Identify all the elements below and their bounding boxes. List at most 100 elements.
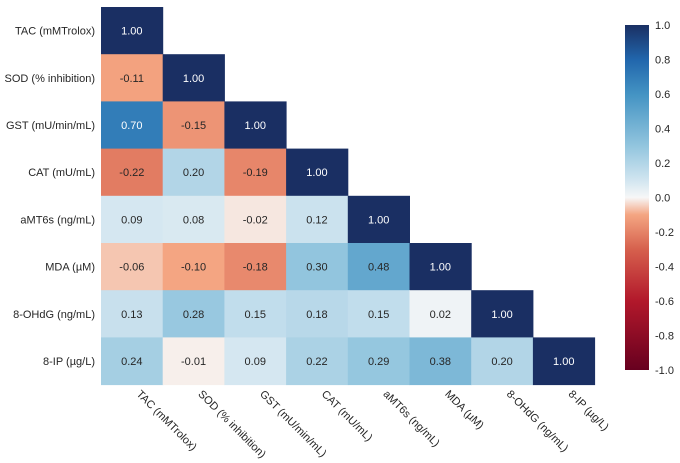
cell-value-label: 1.00 [553,356,574,368]
cell-value-label: 0.08 [183,214,204,226]
cell-value-label: 1.00 [183,73,204,85]
cell-value-label: 0.28 [183,309,204,321]
cell-value-label: 1.00 [245,120,266,132]
heatmap-cell [162,148,225,197]
cell-value-label: -0.02 [243,214,268,226]
column-label: aMT6s (ng/mL) [381,388,442,449]
heatmap-cell [286,148,349,197]
cell-value-label: 0.20 [183,167,204,179]
cell-value-label: 0.30 [306,262,327,274]
row-label: aMT6s (ng/mL) [20,214,95,226]
heatmap-cell [162,337,225,386]
heatmap-cell [224,243,287,291]
heatmap-cell [101,7,164,55]
colorbar-tick-label: -0.2 [655,227,674,239]
row-labels: TAC (mMTrolox) SOD (% inhibition) GST (mU/… [5,26,95,368]
cell-value-label: 0.29 [368,356,389,368]
heatmap-cell [286,337,349,386]
heatmap-cell [101,101,164,150]
colorbar-tick-label: 0.8 [655,55,670,67]
colorbar-tick-label: -0.8 [655,331,674,343]
heatmap-cell [409,290,472,338]
colorbar-gradient [625,25,649,370]
heatmap-cell [347,195,410,244]
heatmap-cell [224,195,287,244]
colorbar: 1.0 0.8 0.6 0.4 0.2 0.0 -0.2 -0.4 -0.6 -0.8 -1.0 [625,20,674,377]
heatmap-cell [532,337,596,386]
row-label: GST (mU/min/mL) [6,120,95,132]
row-label: MDA (µM) [45,262,95,274]
heatmap-cell [224,101,287,150]
heatmap-cell [162,101,225,150]
heatmap-cell [101,195,164,244]
cell-value-label: 0.12 [306,214,327,226]
heatmap-cell [286,290,349,338]
heatmap-cell [224,290,287,338]
cell-value-label: 0.24 [121,356,142,368]
cell-value-label: 0.02 [430,309,451,321]
column-label: MDA (µM) [442,388,486,432]
heatmap-cell [162,195,225,244]
row-label: 8-OHdG (ng/mL) [13,309,95,321]
cell-value-label: -0.15 [181,120,206,132]
cell-value-label: 0.13 [121,309,142,321]
colorbar-tick-label: 1.0 [655,20,670,32]
colorbar-tick-label: 0.0 [655,193,670,205]
cell-value-label: -0.01 [181,356,206,368]
colorbar-tick-label: -1.0 [655,365,674,377]
heatmap-cell [162,290,225,338]
heatmap-cell [101,54,164,102]
column-label: GST (mU/min/mL) [257,388,328,459]
heatmap-cell [286,195,349,244]
heatmap-cell [162,243,225,291]
cell-value-label: 0.15 [245,309,266,321]
heatmap-cell [162,54,225,102]
colorbar-tick-label: 0.2 [655,158,670,170]
cell-value-label: -0.22 [119,167,144,179]
cell-value-label: 1.00 [306,167,327,179]
colorbar-tick-label: -0.4 [655,262,674,274]
heatmap-cell [347,290,410,338]
cell-value-label: 1.00 [430,262,451,274]
cell-value-label: -0.19 [243,167,268,179]
cell-value-label: 1.00 [491,309,512,321]
heatmap-cell [101,243,164,291]
heatmap-cell [224,337,287,386]
heatmap-cell [471,337,534,386]
cell-value-label: 0.18 [306,309,327,321]
heatmap-cell [347,243,410,291]
cell-value-label: 0.09 [245,356,266,368]
column-label: 8-IP (µg/L) [566,388,611,433]
colorbar-tick-label: 0.6 [655,89,670,101]
heatmap-cell [347,337,410,386]
cell-value-label: 0.15 [368,309,389,321]
colorbar-tick-label: -0.6 [655,296,674,308]
heatmap-cell [224,148,287,197]
cell-value-label: 1.00 [121,26,142,38]
cell-value-label: 0.09 [121,214,142,226]
cell-value-label: 1.00 [368,214,389,226]
cell-value-label: 0.70 [121,120,142,132]
column-label: CAT (mU/mL) [319,388,375,444]
row-label: TAC (mMTrolox) [15,26,95,38]
heatmap-cell [409,337,472,386]
cell-value-label: -0.10 [181,262,206,274]
cell-value-label: 0.20 [491,356,512,368]
heatmap-cells: 1.00 -0.11 1.00 0.70 -0.15 1.00 -0.22 0.20 -0.19… [101,7,596,386]
row-label: CAT (mU/mL) [28,167,95,179]
row-label: SOD (% inhibition) [5,73,95,85]
column-label: SOD (% inhibition) [195,388,267,460]
colorbar-tick-label: 0.4 [655,124,670,136]
column-label: 8-OHdG (ng/mL) [504,388,570,454]
cell-value-label: 0.48 [368,262,389,274]
column-labels: TAC (mMTrolox)SOD (% inhibition)GST (mU/… [134,388,611,460]
column-label: TAC (mMTrolox) [134,388,199,453]
heatmap-cell [101,337,164,386]
heatmap-cell [286,243,349,291]
cell-value-label: -0.06 [119,262,144,274]
cell-value-label: 0.38 [430,356,451,368]
cell-value-label: 0.22 [306,356,327,368]
heatmap-cell [101,148,164,197]
heatmap-cell [409,243,472,291]
